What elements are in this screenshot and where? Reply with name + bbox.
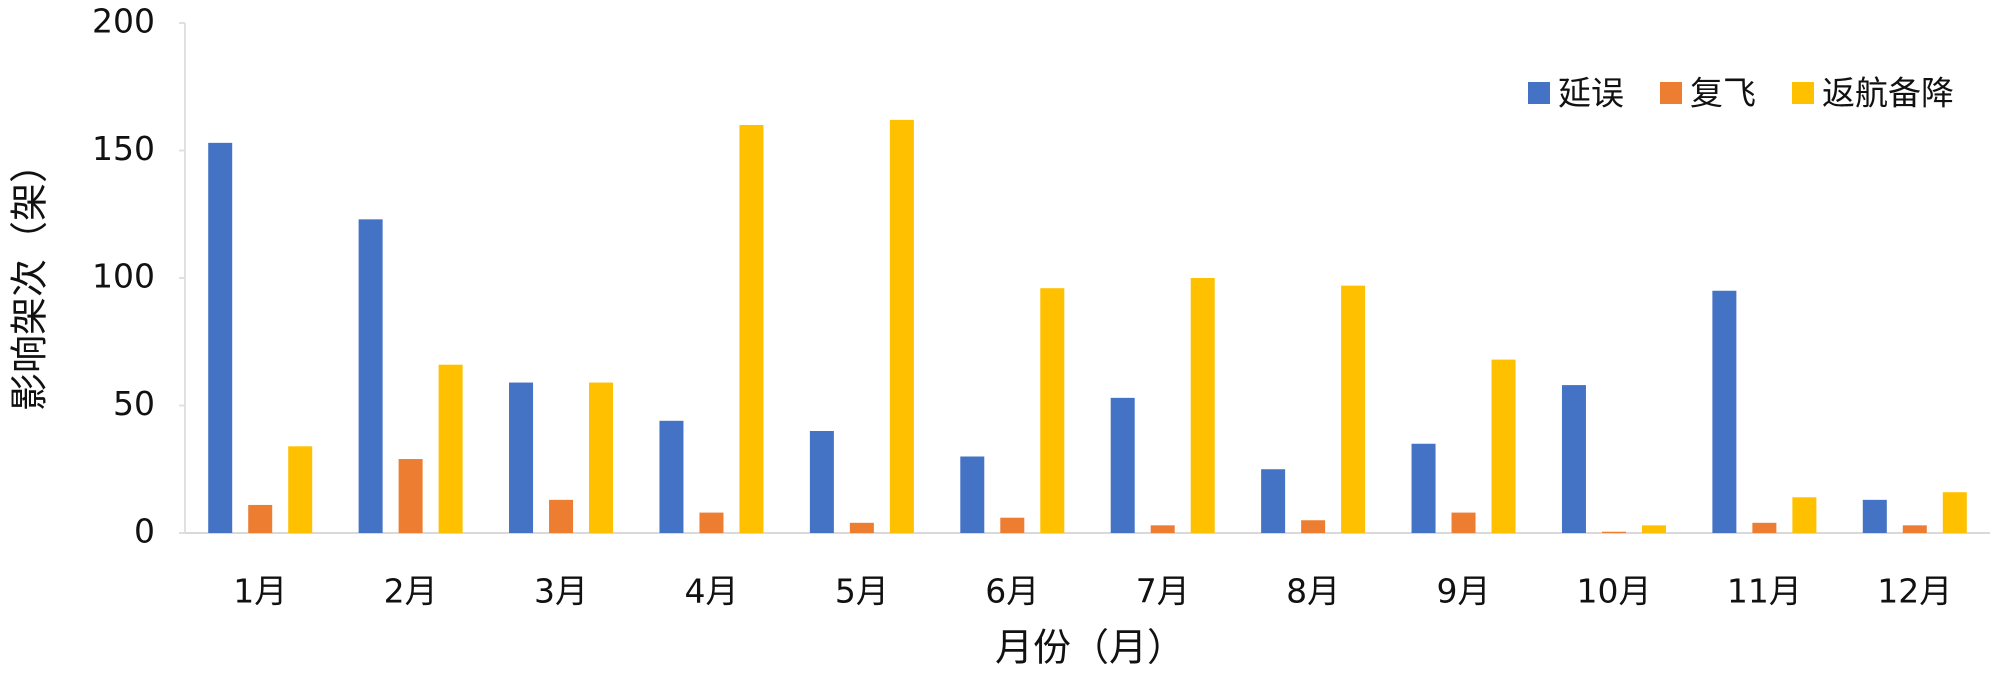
bar bbox=[1752, 522, 1777, 533]
legend-label: 返航备降 bbox=[1822, 74, 1954, 113]
x-tick-label: 11月 bbox=[1727, 572, 1802, 611]
bar bbox=[1902, 525, 1927, 533]
legend-swatch bbox=[1660, 82, 1682, 104]
bar bbox=[1411, 443, 1436, 533]
bar bbox=[1491, 359, 1516, 533]
bar bbox=[1641, 525, 1666, 533]
y-tick-label: 100 bbox=[92, 257, 155, 296]
legend-swatch bbox=[1792, 82, 1814, 104]
x-tick-label: 5月 bbox=[835, 572, 889, 611]
x-tick-label: 3月 bbox=[534, 572, 588, 611]
bar bbox=[398, 459, 423, 533]
x-tick-label: 2月 bbox=[384, 572, 438, 611]
bar bbox=[288, 446, 313, 533]
bar bbox=[1110, 397, 1135, 533]
y-tick-label: 50 bbox=[113, 384, 155, 423]
bar bbox=[1451, 512, 1476, 533]
bar bbox=[1561, 385, 1586, 533]
legend-label: 延误 bbox=[1558, 74, 1624, 113]
bar bbox=[1150, 525, 1175, 533]
bar bbox=[208, 142, 233, 533]
x-tick-label: 1月 bbox=[233, 572, 287, 611]
y-tick-label: 150 bbox=[92, 129, 155, 168]
legend-swatch bbox=[1528, 82, 1550, 104]
bar bbox=[809, 431, 834, 533]
bar bbox=[889, 119, 914, 534]
x-tick-label: 9月 bbox=[1437, 572, 1491, 611]
bar bbox=[438, 364, 463, 533]
bar bbox=[248, 504, 273, 533]
x-tick-label: 12月 bbox=[1877, 572, 1952, 611]
y-tick-label: 200 bbox=[92, 2, 155, 41]
x-tick-label: 10月 bbox=[1576, 572, 1651, 611]
y-tick-label: 0 bbox=[134, 512, 155, 551]
bar bbox=[1712, 290, 1737, 533]
bar bbox=[739, 125, 764, 533]
bar bbox=[1792, 497, 1817, 533]
bar bbox=[1190, 278, 1215, 533]
bar bbox=[659, 420, 684, 533]
bar bbox=[358, 219, 383, 533]
y-axis-title: 影响架次（架） bbox=[8, 145, 52, 411]
bar bbox=[960, 456, 985, 533]
bar bbox=[699, 512, 724, 533]
bar bbox=[1601, 531, 1626, 533]
bar bbox=[549, 499, 574, 533]
bar bbox=[589, 382, 614, 533]
bar bbox=[1862, 499, 1887, 533]
x-tick-label: 7月 bbox=[1136, 572, 1190, 611]
x-tick-label: 4月 bbox=[684, 572, 738, 611]
bar bbox=[1000, 517, 1025, 533]
bar bbox=[1301, 520, 1326, 533]
bar bbox=[1942, 492, 1967, 533]
bar bbox=[1261, 469, 1286, 533]
x-tick-label: 8月 bbox=[1286, 572, 1340, 611]
bar bbox=[509, 382, 534, 533]
bar bbox=[1040, 288, 1065, 533]
legend-label: 复飞 bbox=[1690, 74, 1756, 113]
x-tick-label: 6月 bbox=[985, 572, 1039, 611]
bar bbox=[1341, 285, 1366, 533]
x-axis-title: 月份（月） bbox=[995, 626, 1185, 670]
bar bbox=[849, 522, 874, 533]
